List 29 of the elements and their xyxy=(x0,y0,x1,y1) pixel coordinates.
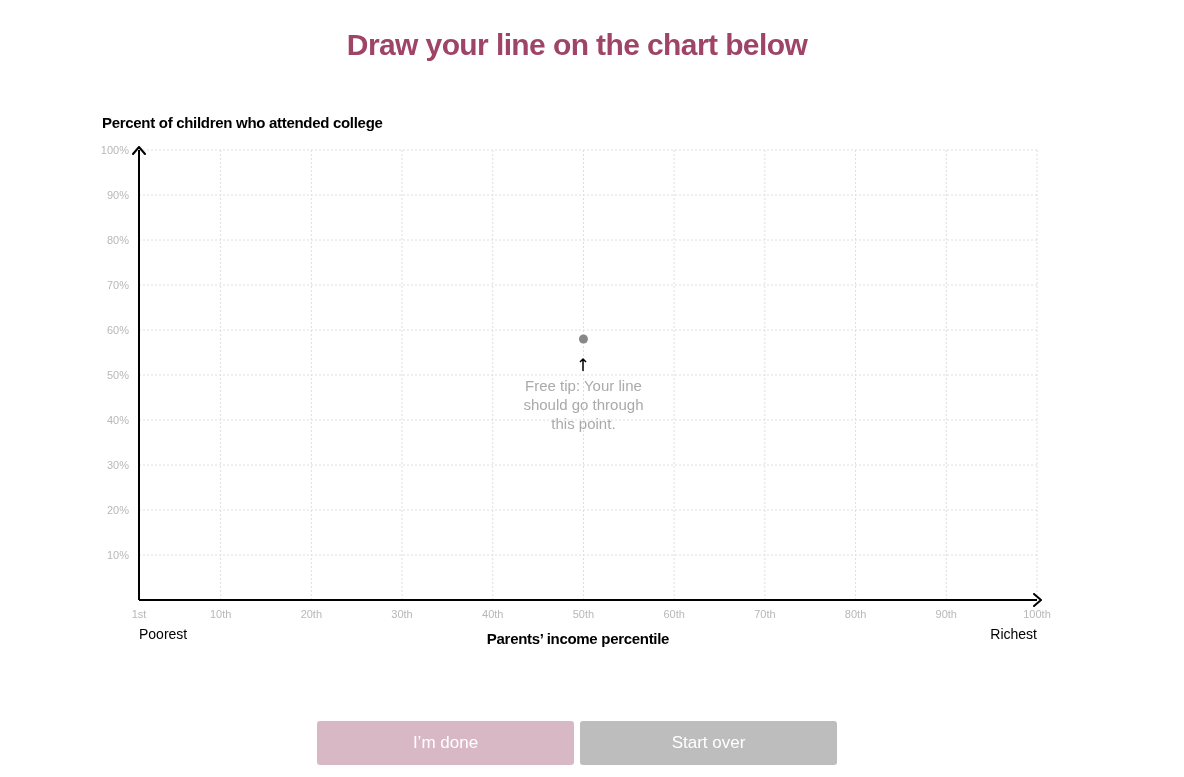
x-tick-label: 100th xyxy=(1023,607,1051,620)
y-tick-label: 30% xyxy=(106,458,130,471)
x-tick-label: 20th xyxy=(300,607,323,620)
x-tick-label: 1st xyxy=(131,607,147,620)
y-tick-label: 60% xyxy=(106,323,130,336)
y-tick-label: 20% xyxy=(106,503,130,516)
button: I’m done xyxy=(317,721,574,765)
annotation: Free tip: Your line should go through this point. xyxy=(522,376,645,433)
text: Richest xyxy=(990,626,1037,642)
x-tick-label: 30th xyxy=(391,607,413,620)
x-tick-label: 50th xyxy=(572,607,595,620)
x-tick-label: 70th xyxy=(754,607,776,620)
y-axis-title: Percent of children who attended college xyxy=(102,114,383,131)
y-tick-label: 40% xyxy=(106,413,130,426)
button: Start over xyxy=(580,721,837,765)
y-tick-label: 80% xyxy=(106,233,130,246)
y-tick-label: 10% xyxy=(106,548,130,561)
chart-title: Draw your line on the chart below xyxy=(346,28,808,62)
y-tick-label: 70% xyxy=(106,278,130,291)
x-tick-label: 80th xyxy=(844,607,867,620)
x-axis-title: Parents’ income percentile xyxy=(486,630,670,647)
y-tick-label: 50% xyxy=(106,368,130,381)
y-tick-label: 90% xyxy=(106,188,130,201)
x-tick-label: 60th xyxy=(663,607,685,620)
x-tick-label: 90th xyxy=(935,607,957,620)
y-tick-label: 100% xyxy=(100,143,130,156)
x-tick-label: 40th xyxy=(482,607,504,620)
text: Poorest xyxy=(139,626,188,642)
x-tick-label: 10th xyxy=(209,607,232,620)
